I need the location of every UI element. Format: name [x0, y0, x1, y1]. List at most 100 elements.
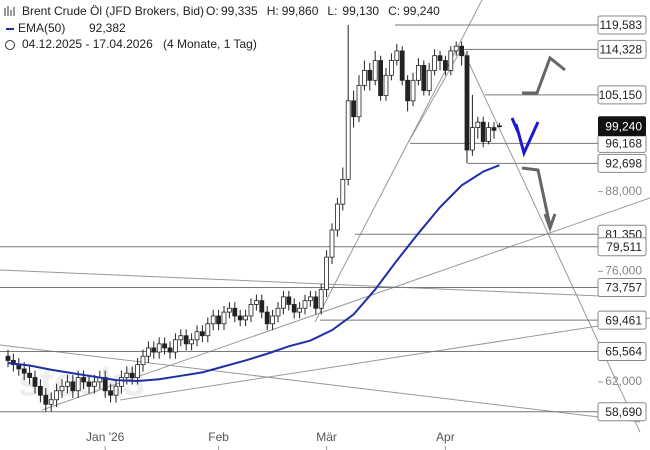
candle-body [302, 300, 308, 309]
candle-body [183, 335, 189, 345]
level-label-box [597, 237, 647, 257]
ohlc-value: 99,860 [282, 4, 319, 18]
ohlc-key: L: [327, 4, 337, 18]
candle-body [216, 315, 222, 325]
candle-body [232, 307, 238, 317]
candle-body [318, 289, 324, 309]
candle-body [221, 311, 227, 325]
candle-body [194, 331, 200, 341]
level-label: 69,461 [605, 313, 642, 327]
candle-body [372, 60, 378, 81]
candle-body [394, 50, 400, 61]
candle-body [226, 307, 232, 313]
candle-body [410, 79, 416, 102]
candle-body [86, 381, 92, 387]
candle-body [75, 377, 81, 392]
candle-body [270, 315, 276, 325]
level-label: 65,564 [605, 345, 642, 359]
level-label: 58,690 [605, 405, 642, 419]
candle-body [340, 178, 346, 205]
level-label: 119,583 [600, 18, 643, 32]
instrument-title: Brent Crude Öl (JFD Brokers, Bid) [22, 4, 204, 18]
projection-arrows [510, 55, 566, 233]
candle-body [367, 69, 373, 81]
candle-body [210, 315, 216, 325]
candle-body [189, 339, 195, 345]
candle-body [259, 300, 265, 313]
candle-body [108, 390, 113, 396]
candle-body [437, 55, 443, 61]
candle-body [480, 121, 486, 142]
candle-body [453, 45, 459, 52]
ohlc-key: H: [267, 4, 279, 18]
candle-body [92, 381, 97, 387]
candle-body [113, 385, 119, 396]
level-label: 105,150 [599, 88, 643, 102]
level-label-box [597, 278, 647, 298]
y-tick-label: 76,000 [605, 263, 642, 277]
candle-body [27, 372, 33, 378]
x-tick-label: Jan '26 [86, 430, 125, 444]
candle-body [275, 307, 281, 317]
candle-body [199, 331, 205, 337]
candle-body [459, 45, 465, 57]
candle-body [297, 307, 303, 313]
candle-body [21, 368, 27, 374]
candle-body [5, 355, 11, 361]
level-label: 96,168 [605, 137, 642, 151]
candle-body [351, 100, 357, 118]
levels [0, 24, 598, 413]
candle-body [469, 127, 475, 151]
candle-body [291, 304, 297, 313]
level-label-box [597, 85, 647, 105]
level-label: 114,328 [600, 43, 643, 57]
x-tick-label: Apr [436, 430, 455, 444]
candle-body [129, 372, 135, 378]
candle-body [81, 377, 86, 383]
candle-body [205, 323, 211, 337]
candle-body [426, 69, 432, 91]
candles [5, 24, 502, 412]
y-tick-label: 62,000 [605, 374, 642, 388]
candle-body [329, 229, 335, 258]
candle-body [162, 343, 168, 349]
candle-body [399, 50, 405, 81]
candle-body [264, 311, 270, 325]
candle-body [140, 355, 146, 366]
ohlc-value: 99,130 [342, 4, 379, 18]
candle-body [383, 74, 389, 97]
clock-icon [5, 40, 15, 50]
date-range: 04.12.2025 - 17.04.2026 [22, 37, 153, 51]
candle-body [442, 60, 448, 71]
candle-body [345, 100, 351, 180]
candle-body [167, 347, 173, 353]
candle-body [248, 304, 254, 317]
candle-body [486, 127, 492, 142]
candle-body [151, 347, 157, 353]
candle-body [356, 84, 362, 118]
level-label-box [597, 153, 647, 173]
level-label: 73,757 [605, 281, 642, 295]
candle-body [448, 50, 454, 71]
level-label-box [597, 39, 647, 59]
ohlc-key: C: [388, 4, 400, 18]
level-label-box [597, 310, 647, 330]
candle-body [280, 296, 286, 309]
candle-body [243, 315, 249, 321]
chart-icon [4, 6, 15, 16]
level-label: 79,511 [606, 240, 642, 254]
candle-body [70, 381, 76, 392]
x-tick-label: Mär [316, 430, 337, 444]
candle-body [145, 347, 151, 357]
date-span: (4 Monate, 1 Tag) [163, 37, 257, 51]
ohlc-key: O: [206, 4, 219, 18]
candle-body [156, 343, 162, 353]
x-tick-label: Feb [208, 430, 229, 444]
candle-body [388, 60, 394, 76]
candle-body [32, 377, 38, 387]
header: Brent Crude Öl (JFD Brokers, Bid) EMA(50… [4, 4, 257, 51]
level-label-box [597, 402, 647, 422]
level-label: 92,698 [605, 157, 642, 171]
candle-body [378, 60, 384, 97]
